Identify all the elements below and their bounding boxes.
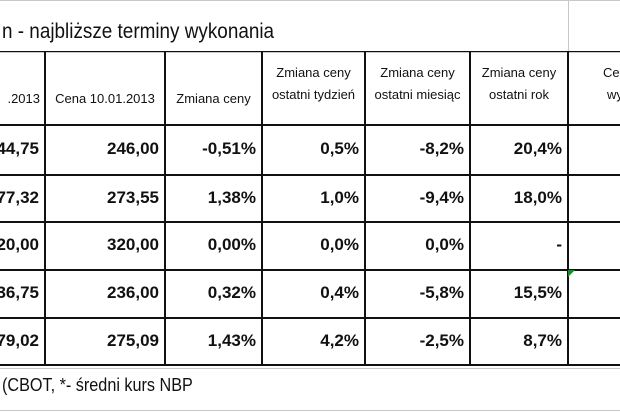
table-cell: 44,75 bbox=[0, 139, 39, 158]
header-text: .2013 bbox=[7, 91, 40, 106]
column-header: Cena 10.01.2013 bbox=[45, 88, 165, 110]
table-cell: 18,0% bbox=[513, 187, 562, 207]
cell-border bbox=[0, 124, 620, 126]
table-cell: 1,43% bbox=[207, 330, 256, 350]
column-header: Cena 1 wyraż bbox=[568, 62, 620, 106]
column-header: Zmiana ceny ostatni tydzień bbox=[262, 62, 365, 106]
grid-line bbox=[0, 52, 620, 53]
column-header: Zmiana ceny ostatni rok bbox=[470, 62, 568, 106]
cell-border bbox=[0, 317, 620, 319]
cell-border bbox=[44, 52, 46, 365]
cell-border bbox=[0, 269, 620, 271]
header-text: ostatni rok bbox=[489, 87, 549, 102]
cell-border bbox=[0, 51, 620, 52]
header-text: Cena 10.01.2013 bbox=[55, 91, 155, 106]
header-text: Zmiana ceny bbox=[276, 65, 351, 80]
table-cell: -8,2% bbox=[419, 139, 464, 158]
table-cell: 0,4% bbox=[320, 283, 359, 302]
table-cell: 246,00 bbox=[107, 139, 159, 158]
table-cell: 4,2% bbox=[320, 330, 359, 350]
cell-border bbox=[567, 52, 569, 365]
table-cell: 20,00 bbox=[0, 235, 39, 254]
table-cell: 1,0% bbox=[320, 187, 359, 207]
table-cell: -2,5% bbox=[419, 330, 464, 350]
table-cell: 273,55 bbox=[107, 187, 159, 207]
table-cell: 36,75 bbox=[0, 283, 39, 302]
header-text: Zmiana ceny bbox=[380, 65, 455, 80]
cell-border bbox=[364, 52, 366, 365]
cell-border bbox=[0, 174, 620, 176]
grid-line bbox=[0, 0, 620, 1]
header-text: ostatni tydzień bbox=[271, 87, 356, 102]
sheet-title: n - najbliższe terminy wykonania bbox=[2, 20, 275, 43]
table-cell: 77,32 bbox=[0, 187, 39, 207]
table-cell: 0,32% bbox=[207, 283, 256, 302]
table-cell: 0,00% bbox=[207, 235, 256, 254]
table-cell: 79,02 bbox=[0, 330, 39, 350]
grid-line bbox=[568, 0, 569, 52]
cell-border bbox=[164, 52, 166, 365]
header-text: Zmiana ceny bbox=[176, 91, 251, 106]
table-cell: 0,0% bbox=[425, 235, 464, 254]
cell-border bbox=[261, 52, 263, 365]
grid-line bbox=[0, 368, 620, 369]
table-cell: 15,5% bbox=[513, 283, 562, 302]
table-cell: 275,09 bbox=[107, 330, 159, 350]
header-text: wyraż bbox=[607, 87, 620, 102]
table-cell: 320,00 bbox=[107, 235, 159, 254]
cell-border bbox=[0, 364, 620, 366]
footnote: (CBOT, *- średni kurs NBP bbox=[2, 375, 193, 395]
header-text: Cena 1 bbox=[603, 65, 620, 80]
column-header: Zmiana ceny ostatni miesiąc bbox=[365, 62, 470, 106]
table-cell: -0,51% bbox=[202, 139, 256, 158]
table-cell: -9,4% bbox=[419, 187, 464, 207]
header-text: Zmiana ceny bbox=[481, 65, 557, 80]
table-cell: 0,5% bbox=[320, 139, 359, 158]
cell-marker bbox=[568, 270, 575, 277]
header-text: ostatni miesiąc bbox=[374, 87, 461, 102]
table-cell: -5,8% bbox=[419, 283, 464, 302]
table-cell: 0,0% bbox=[320, 235, 359, 254]
grid-line bbox=[0, 410, 620, 411]
table-cell: 1,38% bbox=[207, 187, 256, 207]
cell-border bbox=[469, 52, 471, 365]
table-cell: 236,00 bbox=[107, 283, 159, 302]
table-cell: 20,4% bbox=[513, 139, 562, 158]
table-cell: - bbox=[556, 235, 562, 254]
table-cell: 8,7% bbox=[523, 330, 562, 350]
column-header: Zmiana ceny bbox=[165, 88, 262, 110]
cell-border bbox=[0, 221, 620, 223]
column-header: .2013 bbox=[0, 88, 40, 110]
